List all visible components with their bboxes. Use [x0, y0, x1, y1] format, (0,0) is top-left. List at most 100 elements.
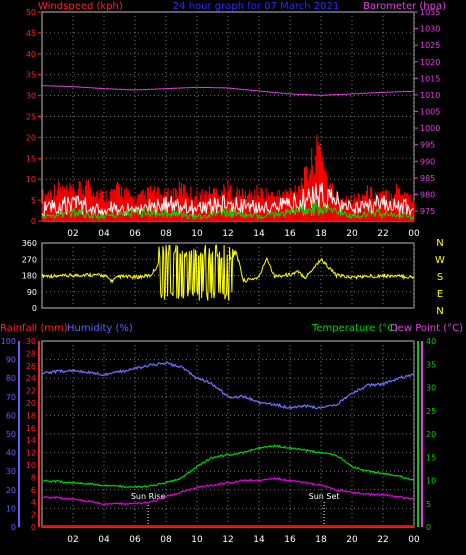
baro-y-tick: 1000 [420, 124, 440, 133]
wind-x-tick: 02 [67, 229, 78, 239]
humidity-y-tick: 80 [6, 374, 16, 383]
wind-x-tick: 00 [408, 229, 420, 239]
temp-x-tick: 20 [346, 535, 358, 545]
temp-y-tick: 20 [426, 430, 436, 439]
wind-x-tick: 16 [284, 229, 296, 239]
wind-x-tick: 20 [346, 229, 358, 239]
humidity-y-tick: 100 [1, 337, 16, 346]
rain-y-tick: 14 [26, 436, 36, 445]
baro-axis-label: Barometer (hpa) [363, 1, 446, 12]
temp-x-tick: 02 [67, 535, 78, 545]
temp-axis-label: Temperature (°C) [311, 323, 398, 334]
rain-y-tick: 2 [31, 511, 36, 520]
temp-y-tick: 30 [426, 384, 436, 393]
humidity-y-tick: 20 [6, 486, 16, 495]
rain-y-tick: 6 [31, 486, 36, 495]
temp-y-tick: 25 [426, 407, 436, 416]
rain-y-tick: 30 [26, 337, 36, 346]
wind-y-tick: 30 [26, 92, 36, 101]
dewpoint-line [41, 477, 415, 506]
temp-y-tick: 0 [426, 523, 431, 532]
baro-y-tick: 975 [420, 207, 435, 216]
baro-y-tick: 1035 [420, 8, 440, 17]
sun-rise-label: Sun Rise [131, 492, 166, 501]
baro-y-tick: 995 [420, 141, 435, 150]
dir-y-tick: 90 [27, 288, 37, 297]
humidity-y-tick: 30 [6, 467, 16, 476]
rain-y-tick: 24 [26, 374, 36, 383]
temp-y-tick: 35 [426, 360, 436, 369]
rain-y-tick: 18 [26, 411, 36, 420]
dir-y-tick: 0 [32, 304, 37, 313]
temp-x-tick: 18 [315, 535, 327, 545]
rain-y-tick: 10 [26, 461, 36, 470]
temp-x-tick: 16 [284, 535, 296, 545]
wind-y-tick: 40 [26, 50, 36, 59]
wind-y-tick: 20 [26, 133, 36, 142]
wind-y-tick: 0 [31, 217, 36, 226]
temperature-line [41, 444, 415, 489]
temp-x-tick: 06 [129, 535, 141, 545]
rain-y-tick: 20 [26, 399, 36, 408]
dir-y-tick: 360 [22, 239, 37, 248]
rain-y-tick: 26 [26, 362, 36, 371]
wind-x-tick: 18 [315, 229, 327, 239]
wind-x-tick: 04 [98, 229, 110, 239]
wind-axis-label: Windspeed (kph) [38, 1, 123, 12]
temp-y-tick: 5 [426, 500, 431, 509]
compass-label: E [437, 289, 443, 300]
barometer-line [41, 85, 414, 96]
temp-x-tick: 08 [160, 535, 172, 545]
baro-y-tick: 1020 [420, 58, 440, 67]
chart-title: 24 hour graph for 07 March 2021 [173, 1, 339, 12]
temp-x-tick: 00 [408, 535, 420, 545]
baro-y-tick: 1015 [420, 74, 440, 83]
rain-y-tick: 22 [26, 387, 36, 396]
rain-y-tick: 8 [31, 473, 36, 482]
wind-minimum-line [41, 201, 415, 221]
humidity-y-tick: 90 [6, 356, 16, 365]
wind-y-tick: 10 [26, 175, 36, 184]
wind-y-tick: 35 [26, 71, 36, 80]
wind-y-tick: 50 [26, 8, 36, 17]
wind-x-tick: 06 [129, 229, 141, 239]
dew-axis-label: Dew Point (°C) [390, 323, 463, 334]
baro-y-tick: 985 [420, 174, 435, 183]
compass-label: W [435, 255, 445, 266]
humidity-y-tick: 40 [6, 449, 16, 458]
temp-y-tick: 40 [426, 337, 436, 346]
temp-x-tick: 04 [98, 535, 110, 545]
humidity-y-tick: 70 [6, 393, 16, 402]
baro-y-tick: 990 [420, 157, 435, 166]
humidity-line [41, 361, 415, 410]
dir-y-tick: 270 [22, 255, 37, 264]
wind-y-tick: 25 [26, 113, 36, 122]
humidity-axis-label: Humidity (%) [67, 323, 133, 334]
baro-y-tick: 980 [420, 190, 435, 199]
baro-y-tick: 1025 [420, 41, 440, 50]
rain-y-tick: 28 [26, 349, 36, 358]
dir-y-tick: 180 [22, 272, 37, 281]
temp-y-tick: 15 [426, 453, 436, 462]
humidity-y-tick: 10 [6, 504, 16, 513]
humidity-y-tick: 60 [6, 411, 16, 420]
rain-y-tick: 4 [31, 498, 36, 507]
temp-y-tick: 10 [426, 477, 436, 486]
baro-y-tick: 1005 [420, 108, 440, 117]
baro-y-tick: 1010 [420, 91, 440, 100]
wind-average-line [41, 182, 415, 217]
compass-label: N [436, 306, 443, 317]
wind-x-tick: 08 [160, 229, 172, 239]
humidity-y-tick: 50 [6, 430, 16, 439]
temp-x-tick: 12 [222, 535, 233, 545]
temp-x-tick: 14 [253, 535, 265, 545]
sun-set-label: Sun Set [309, 492, 340, 501]
compass-label: N [436, 238, 443, 249]
wind-direction-line [41, 244, 415, 301]
compass-label: S [437, 272, 443, 283]
wind-x-tick: 22 [377, 229, 388, 239]
rain-axis-label: Rainfall (mm) [0, 323, 68, 334]
rain-y-tick: 16 [26, 424, 36, 433]
wind-y-tick: 45 [26, 29, 36, 38]
